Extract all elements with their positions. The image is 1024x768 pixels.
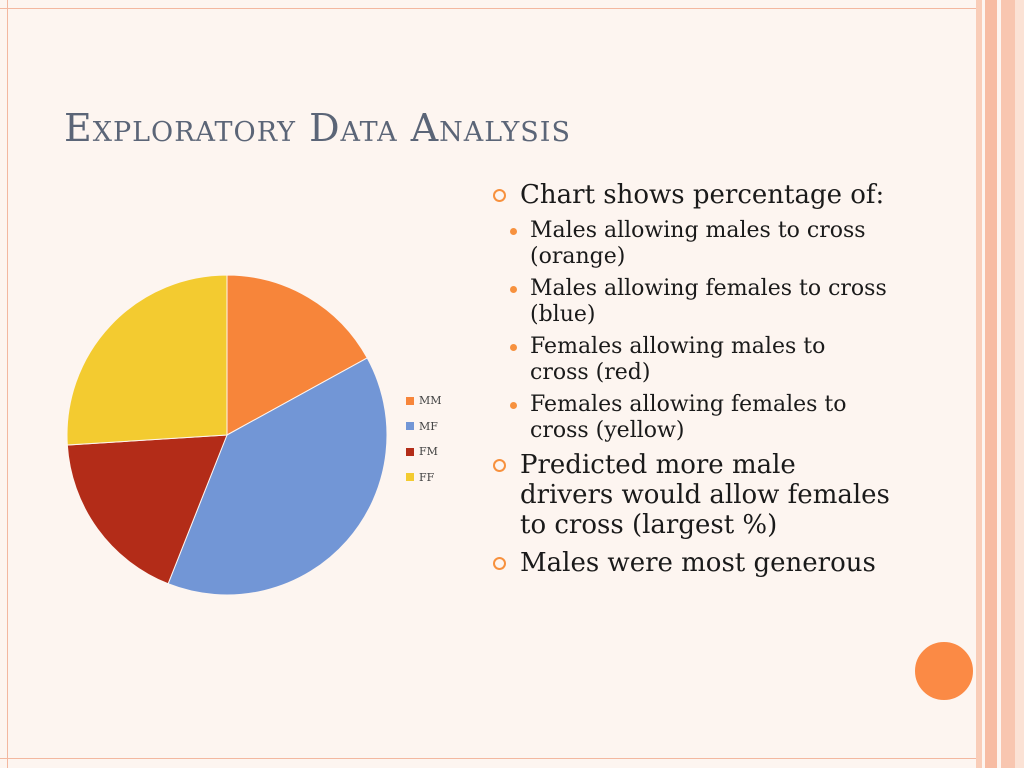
- legend-label: FM: [419, 445, 438, 459]
- bullet-dot-icon: [510, 228, 517, 235]
- frame-line-left: [7, 0, 8, 768]
- legend-swatch: [406, 422, 414, 431]
- legend-label: FF: [419, 470, 435, 484]
- sub-bullet-text: Males allowing males to cross (orange): [530, 218, 866, 269]
- legend-item: MF: [406, 414, 442, 440]
- bullet-text: Predicted more male drivers would allow …: [520, 450, 890, 540]
- legend-swatch: [406, 396, 414, 405]
- legend-item: MM: [406, 388, 442, 414]
- sub-bullet-item: Males allowing males to cross (orange): [490, 218, 890, 270]
- chart-legend: MM MF FM FF: [406, 388, 442, 490]
- legend-swatch: [406, 447, 414, 456]
- decorative-band: [982, 0, 985, 768]
- sub-bullet-text: Females allowing females to cross (yello…: [530, 392, 847, 443]
- slide-title: Exploratory Data Analysis: [64, 106, 571, 150]
- pie-slice-ff: [66, 274, 228, 446]
- pie-slice-fm: [66, 434, 228, 585]
- sub-bullet-item: Females allowing males to cross (red): [490, 334, 890, 386]
- bullet-dot-icon: [510, 402, 517, 409]
- sub-bullet-text: Males allowing females to cross (blue): [530, 276, 887, 327]
- legend-label: MM: [419, 394, 442, 408]
- bullet-ring-icon: [493, 557, 506, 570]
- sub-bullet-item: Males allowing females to cross (blue): [490, 276, 890, 328]
- decorative-band: [997, 0, 1001, 768]
- legend-item: FF: [406, 465, 442, 491]
- decorative-band: [1015, 0, 1024, 768]
- bullet-item: Males were most generous: [490, 548, 890, 578]
- sub-bullet-list: Males allowing males to cross (orange) Ma…: [490, 218, 890, 444]
- bullet-item: Predicted more male drivers would allow …: [490, 450, 890, 540]
- bullet-ring-icon: [493, 459, 506, 472]
- pie-slice-mm: [226, 274, 368, 436]
- decorative-band: [985, 0, 997, 768]
- bullet-text: Chart shows percentage of:: [520, 180, 885, 210]
- sub-bullet-item: Females allowing females to cross (yello…: [490, 392, 890, 444]
- pie-slice-mf: [167, 357, 388, 596]
- pie-chart: [66, 274, 388, 596]
- decorative-band: [976, 0, 982, 768]
- legend-item: FM: [406, 439, 442, 465]
- bullet-dot-icon: [510, 286, 517, 293]
- frame-line-bottom: [0, 758, 976, 759]
- frame-line-top: [0, 8, 976, 9]
- bullet-list: Chart shows percentage of: Males allowing…: [490, 180, 890, 586]
- decorative-band: [1001, 0, 1015, 768]
- bullet-item: Chart shows percentage of:: [490, 180, 890, 210]
- sub-bullet-text: Females allowing males to cross (red): [530, 334, 826, 385]
- bullet-dot-icon: [510, 344, 517, 351]
- bullet-text: Males were most generous: [520, 548, 876, 578]
- legend-label: MF: [419, 419, 438, 433]
- bullet-ring-icon: [493, 189, 506, 202]
- decorative-circle: [913, 640, 975, 702]
- legend-swatch: [406, 473, 414, 482]
